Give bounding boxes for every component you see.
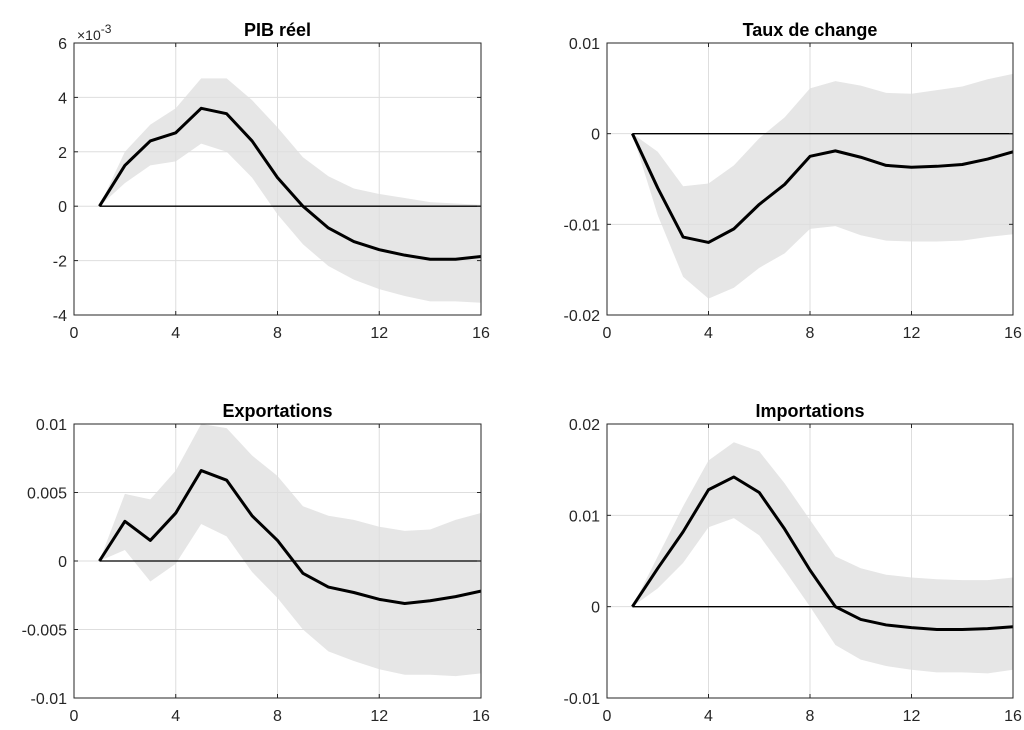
y-tick-label: 2 xyxy=(58,145,67,162)
chart-panel-1: 0 4 8 12 16 -4 -2 0 2 4 6 PIB réel ×10-3 xyxy=(53,20,490,342)
x-tick-label: 4 xyxy=(171,325,180,342)
response-line xyxy=(98,469,481,605)
x-tick-label: 16 xyxy=(472,325,490,342)
confidence-band xyxy=(632,442,1013,674)
x-tick-label: 0 xyxy=(603,708,612,725)
y-tick-label: 0 xyxy=(591,600,600,617)
y-tick-label: -4 xyxy=(53,308,67,325)
x-tick-label: 8 xyxy=(273,708,282,725)
y-tick-label: -0.02 xyxy=(564,308,601,325)
axis-exponent-base: ×10 xyxy=(77,27,101,43)
chart-panel-2: 0 4 8 12 16 -0.02 -0.01 0 0.01 Taux de change xyxy=(564,20,1022,342)
y-tick-label: 6 xyxy=(58,36,67,53)
confidence-band xyxy=(632,73,1013,299)
x-tick-label: 4 xyxy=(171,708,180,725)
y-tick-label: -0.01 xyxy=(564,691,601,708)
x-tick-label: 8 xyxy=(273,325,282,342)
axis-exponent-power: -3 xyxy=(101,22,112,36)
x-tick-label: 4 xyxy=(704,325,713,342)
axis-exponent: ×10-3 xyxy=(77,22,112,43)
x-tick-label: 8 xyxy=(806,708,815,725)
y-tick-label: -2 xyxy=(53,254,67,271)
x-tick-label: 0 xyxy=(70,325,79,342)
y-tick-label: 0.01 xyxy=(36,417,67,434)
chart-title: Exportations xyxy=(222,401,332,421)
chart-title: PIB réel xyxy=(244,20,311,40)
x-tick-label: 0 xyxy=(603,325,612,342)
y-tick-label: 0 xyxy=(591,127,600,144)
y-tick-label: -0.01 xyxy=(31,691,68,708)
chart-title: Importations xyxy=(755,401,864,421)
y-tick-label: -0.01 xyxy=(564,217,601,234)
x-tick-label: 8 xyxy=(806,325,815,342)
x-tick-label: 16 xyxy=(1004,708,1022,725)
x-tick-label: 12 xyxy=(370,325,388,342)
chart-panel-3: 0 4 8 12 16 -0.01 -0.005 0 0.005 0.01 Exportations xyxy=(22,401,490,725)
x-tick-label: 16 xyxy=(472,708,490,725)
y-tick-label: 0.01 xyxy=(569,508,600,525)
x-tick-label: 12 xyxy=(903,325,921,342)
y-tick-label: 0.01 xyxy=(569,36,600,53)
response-line xyxy=(98,106,481,261)
x-tick-label: 16 xyxy=(1004,325,1022,342)
y-tick-label: 4 xyxy=(58,90,67,107)
y-tick-label: -0.005 xyxy=(22,623,67,640)
x-tick-label: 12 xyxy=(370,708,388,725)
response-line xyxy=(631,475,1013,631)
chart-title: Taux de change xyxy=(743,20,878,40)
x-tick-label: 12 xyxy=(903,708,921,725)
x-tick-label: 4 xyxy=(704,708,713,725)
y-tick-label: 0.005 xyxy=(27,486,67,503)
y-tick-label: 0 xyxy=(58,199,67,216)
y-tick-label: 0.02 xyxy=(569,417,600,434)
x-tick-label: 0 xyxy=(70,708,79,725)
response-line xyxy=(631,133,1013,244)
confidence-band xyxy=(99,424,481,677)
y-tick-label: 0 xyxy=(58,554,67,571)
